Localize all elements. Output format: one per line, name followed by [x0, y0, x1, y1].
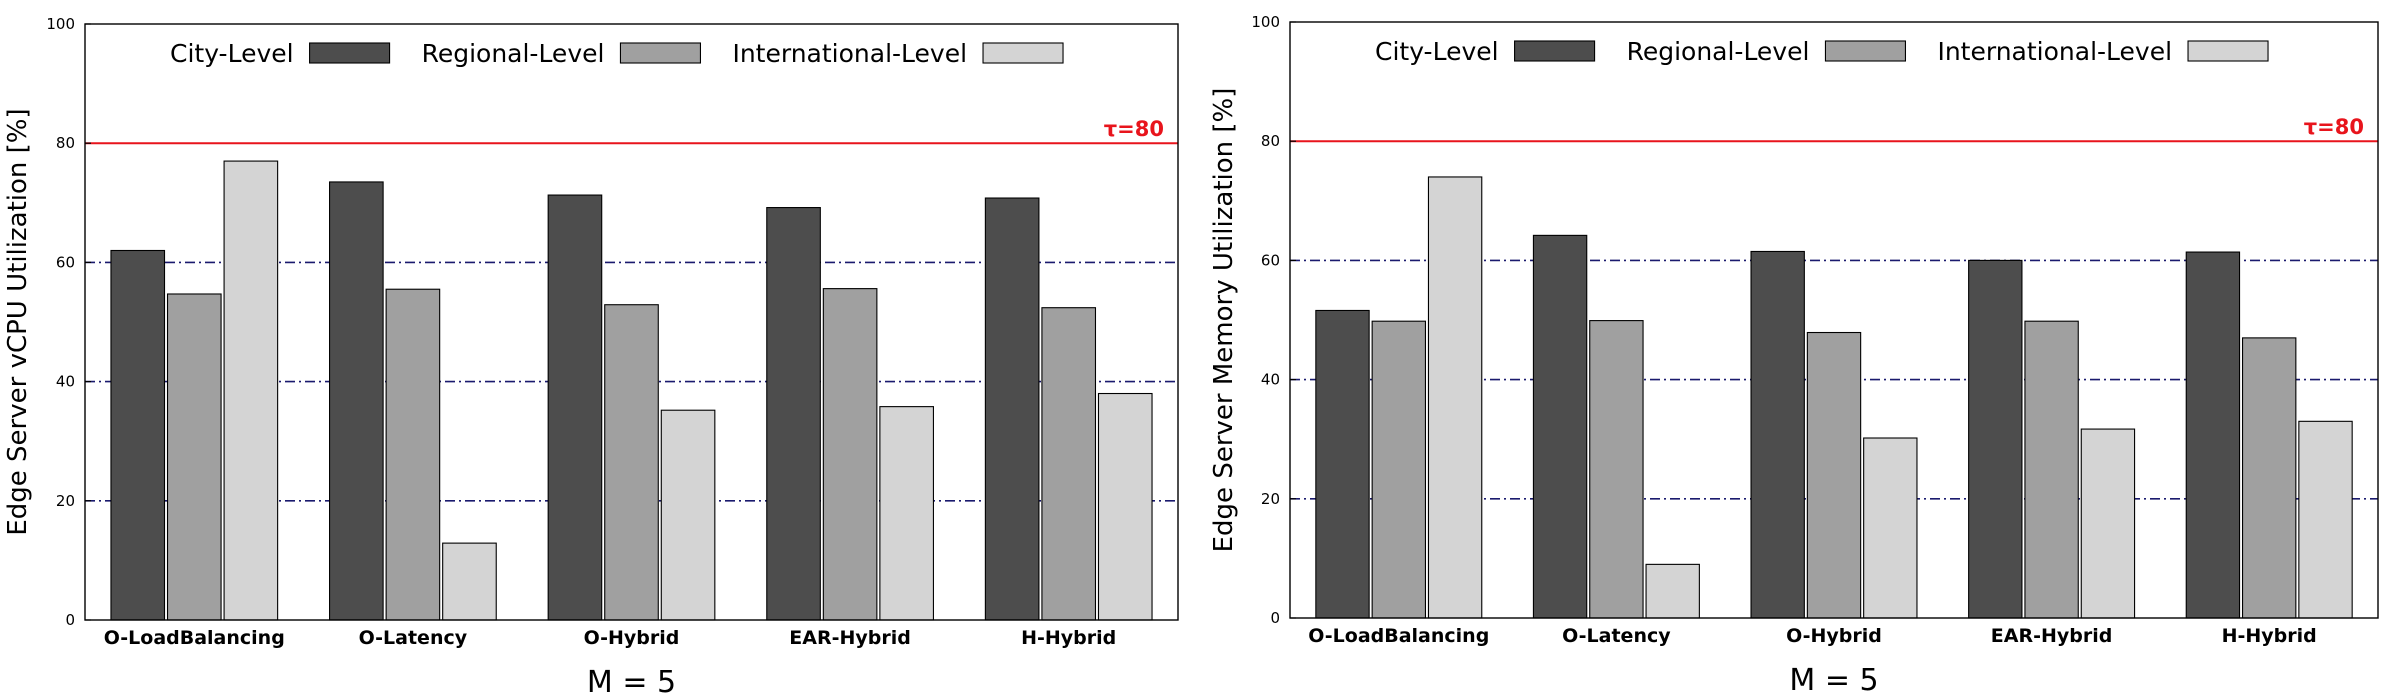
bar-h-hybrid-regional-level — [1041, 307, 1097, 621]
bar-o-loadbalancing-international-level — [1427, 176, 1483, 619]
threshold-label: τ=80 — [1104, 117, 1164, 141]
chart-panel-2: O-LoadBalancing O-Latency O-Hybrid EAR-Hybr… — [1209, 13, 2379, 698]
bar-o-hybrid-regional-level — [604, 304, 659, 621]
threshold-label: τ=80 — [2304, 115, 2364, 139]
x-tick-label-ear-hybrid: EAR-Hybrid — [1991, 625, 2113, 647]
bar-o-hybrid-international-level — [1863, 437, 1918, 619]
bar-o-hybrid-international-level — [660, 409, 716, 621]
y-tick-label-20: 20 — [56, 492, 75, 510]
x-tick-label-ear-hybrid: EAR-Hybrid — [789, 627, 911, 649]
x-tick-label-o-loadbalancing: O-LoadBalancing — [1308, 625, 1489, 647]
y-tick-label-40: 40 — [56, 373, 75, 391]
bar-o-latency-regional-level — [1589, 320, 1644, 619]
bar-ear-hybrid-international-level — [2080, 428, 2136, 619]
bar-o-loadbalancing-regional-level — [1371, 320, 1427, 619]
bar-h-hybrid-city-level — [984, 197, 1040, 621]
x-tick-label-o-loadbalancing: O-LoadBalancing — [104, 627, 285, 649]
plot-frame — [84, 23, 1179, 621]
bar-o-loadbalancing-regional-level — [166, 293, 222, 621]
x-tick-label-h-hybrid: H-Hybrid — [2222, 625, 2317, 647]
legend-swatch-regional-level — [619, 42, 702, 64]
bar-o-latency-international-level — [1645, 563, 1700, 619]
legend-swatch-city-level — [1514, 40, 1596, 62]
bar-o-hybrid-city-level — [547, 194, 603, 621]
y-tick-label-40: 40 — [1261, 371, 1280, 389]
legend: City-Level Regional-Level International-Le… — [170, 39, 1064, 68]
legend-swatch-international-level — [982, 42, 1064, 64]
y-tick-label-80: 80 — [56, 134, 75, 152]
bar-o-latency-city-level — [1532, 234, 1588, 619]
bar-o-hybrid-city-level — [1750, 250, 1805, 619]
bar-o-hybrid-regional-level — [1806, 331, 1862, 619]
bar-ear-hybrid-city-level — [1968, 259, 2023, 619]
x-axis-label: M = 5 — [1789, 663, 1878, 698]
bar-h-hybrid-regional-level — [2241, 337, 2297, 619]
y-tick-label-60: 60 — [56, 253, 75, 271]
y-axis-label: Edge Server vCPU Utilization [%] — [3, 108, 33, 535]
y-tick-label-100: 100 — [1251, 13, 1280, 31]
y-tick-label-20: 20 — [1261, 490, 1280, 508]
y-tick-label-100: 100 — [46, 15, 75, 33]
bar-o-loadbalancing-city-level — [110, 249, 166, 621]
x-axis-label: M = 5 — [587, 665, 676, 700]
y-tick-label-60: 60 — [1261, 251, 1280, 269]
x-tick-label-h-hybrid: H-Hybrid — [1021, 627, 1116, 649]
bar-ear-hybrid-city-level — [766, 207, 821, 621]
x-tick-label-o-latency: O-Latency — [1562, 625, 1671, 647]
chart-panel-1: O-LoadBalancing O-Latency O-Hybrid EAR-Hybr… — [3, 15, 1179, 700]
bar-h-hybrid-international-level — [1097, 392, 1153, 621]
legend-label-regional-level: Regional-Level — [422, 39, 605, 68]
legend-label-international-level: International-Level — [732, 39, 967, 68]
bar-h-hybrid-city-level — [2185, 251, 2241, 619]
y-tick-label-80: 80 — [1261, 132, 1280, 150]
bar-ear-hybrid-international-level — [879, 406, 934, 621]
legend-swatch-international-level — [2187, 40, 2269, 62]
legend-label-regional-level: Regional-Level — [1627, 37, 1810, 66]
legend-label-international-level: International-Level — [1937, 37, 2172, 66]
bar-o-loadbalancing-international-level — [223, 160, 279, 621]
legend: City-Level Regional-Level International-Le… — [1375, 37, 2269, 66]
legend-label-city-level: City-Level — [170, 39, 294, 68]
bar-o-latency-international-level — [442, 542, 497, 621]
x-tick-label-o-latency: O-Latency — [359, 627, 468, 649]
bar-o-loadbalancing-city-level — [1315, 309, 1370, 619]
y-tick-label-0: 0 — [1270, 609, 1280, 627]
y-tick-label-0: 0 — [65, 611, 75, 629]
bar-h-hybrid-international-level — [2298, 420, 2353, 619]
bar-ear-hybrid-regional-level — [822, 288, 878, 621]
bar-o-latency-city-level — [329, 181, 384, 621]
bar-o-latency-regional-level — [385, 288, 441, 621]
legend-label-city-level: City-Level — [1375, 37, 1499, 66]
legend-swatch-city-level — [309, 42, 391, 64]
legend-swatch-regional-level — [1824, 40, 1907, 62]
x-tick-label-o-hybrid: O-Hybrid — [584, 627, 680, 649]
plot-frame — [1289, 21, 2379, 619]
bar-ear-hybrid-regional-level — [2024, 320, 2079, 619]
x-tick-label-o-hybrid: O-Hybrid — [1786, 625, 1882, 647]
y-axis-label: Edge Server Memory Utilization [%] — [1209, 88, 1239, 553]
